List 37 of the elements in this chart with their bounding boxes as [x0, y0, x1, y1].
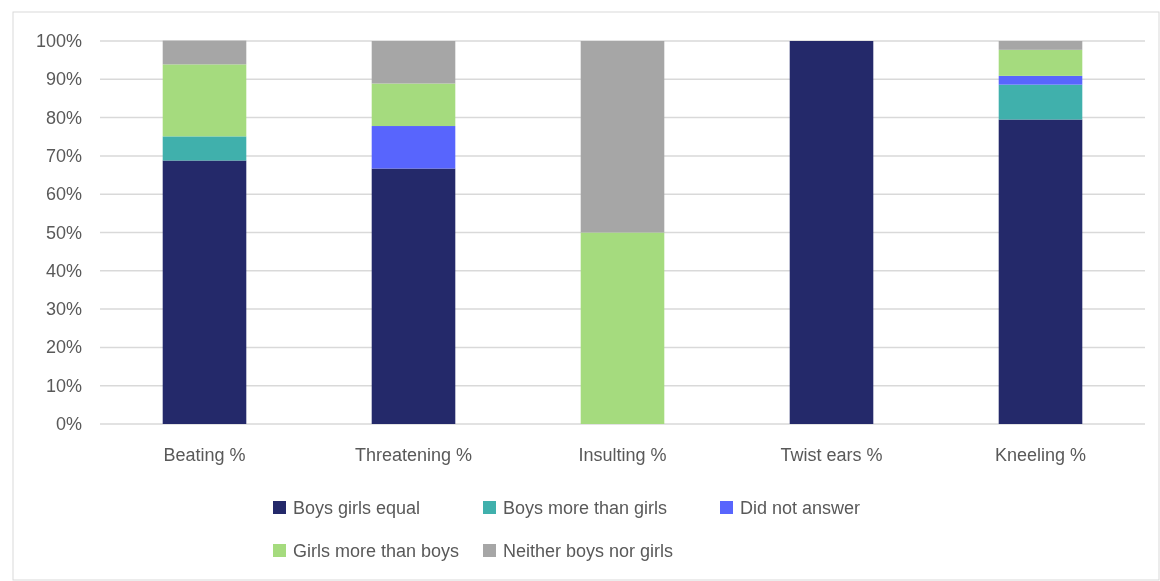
y-tick-label: 30% [45, 299, 82, 320]
bar [162, 160, 247, 424]
bar [580, 41, 665, 233]
legend-label: Boys girls equal [293, 498, 421, 518]
legend-label: Neither boys nor girls [503, 541, 674, 561]
y-tick-label: 50% [45, 222, 82, 243]
y-tick-label: 40% [45, 260, 82, 281]
bar [162, 64, 247, 137]
y-tick-label: 10% [45, 375, 82, 396]
y-tick-label: 70% [45, 145, 82, 166]
x-tick-label: Threatening % [354, 445, 473, 465]
bar [371, 83, 456, 127]
bar [371, 41, 456, 84]
bar [789, 41, 874, 424]
bar [371, 168, 456, 424]
legend-label: Boys more than girls [503, 498, 668, 518]
y-tick-label: 100% [35, 31, 82, 51]
x-tick-label: Insulting % [578, 445, 667, 465]
legend-label: Did not answer [740, 498, 861, 518]
bar [998, 84, 1083, 120]
x-tick-label: Beating % [163, 445, 246, 465]
y-tick-label: 80% [45, 107, 82, 128]
x-tick-label: Twist ears % [780, 445, 883, 465]
bar [580, 232, 665, 424]
bar [162, 136, 247, 161]
bar [998, 119, 1083, 424]
bar [998, 75, 1083, 85]
bar [371, 126, 456, 169]
bar [998, 41, 1083, 50]
legend-label: Girls more than boys [293, 541, 460, 561]
y-tick-label: 0% [55, 414, 82, 434]
y-tick-label: 20% [45, 337, 82, 358]
x-tick-label: Kneeling % [994, 445, 1087, 465]
y-tick-label: 60% [45, 184, 82, 205]
bar [162, 40, 247, 65]
bar [998, 49, 1083, 76]
y-tick-label: 90% [45, 69, 82, 90]
